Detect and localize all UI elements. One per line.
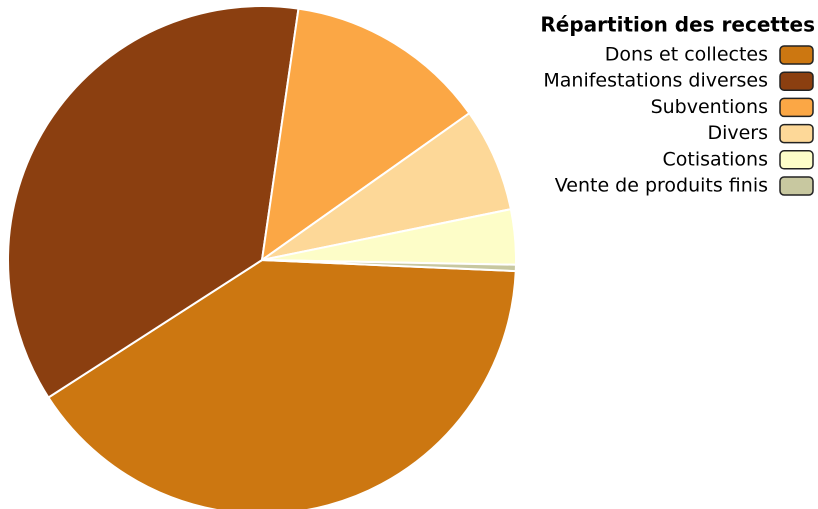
legend-label: Manifestations diverses — [543, 70, 768, 92]
legend-title: Répartition des recettes — [540, 13, 815, 37]
legend-label: Vente de produits finis — [555, 175, 768, 197]
legend-swatch — [779, 97, 814, 118]
pie-slice — [47, 258, 517, 509]
legend-label: Dons et collectes — [605, 44, 768, 66]
legend-swatch — [779, 71, 814, 91]
pie-slice — [7, 5, 300, 399]
legend-label: Divers — [707, 122, 768, 144]
legend-swatch — [779, 150, 814, 170]
legend-label: Cotisations — [663, 148, 768, 170]
pie-slice — [261, 259, 517, 273]
pie-slice — [260, 7, 471, 263]
legend-swatch — [779, 45, 814, 65]
legend-swatch — [779, 123, 814, 144]
legend-label: Subventions — [651, 96, 768, 118]
legend-swatch — [779, 176, 814, 196]
